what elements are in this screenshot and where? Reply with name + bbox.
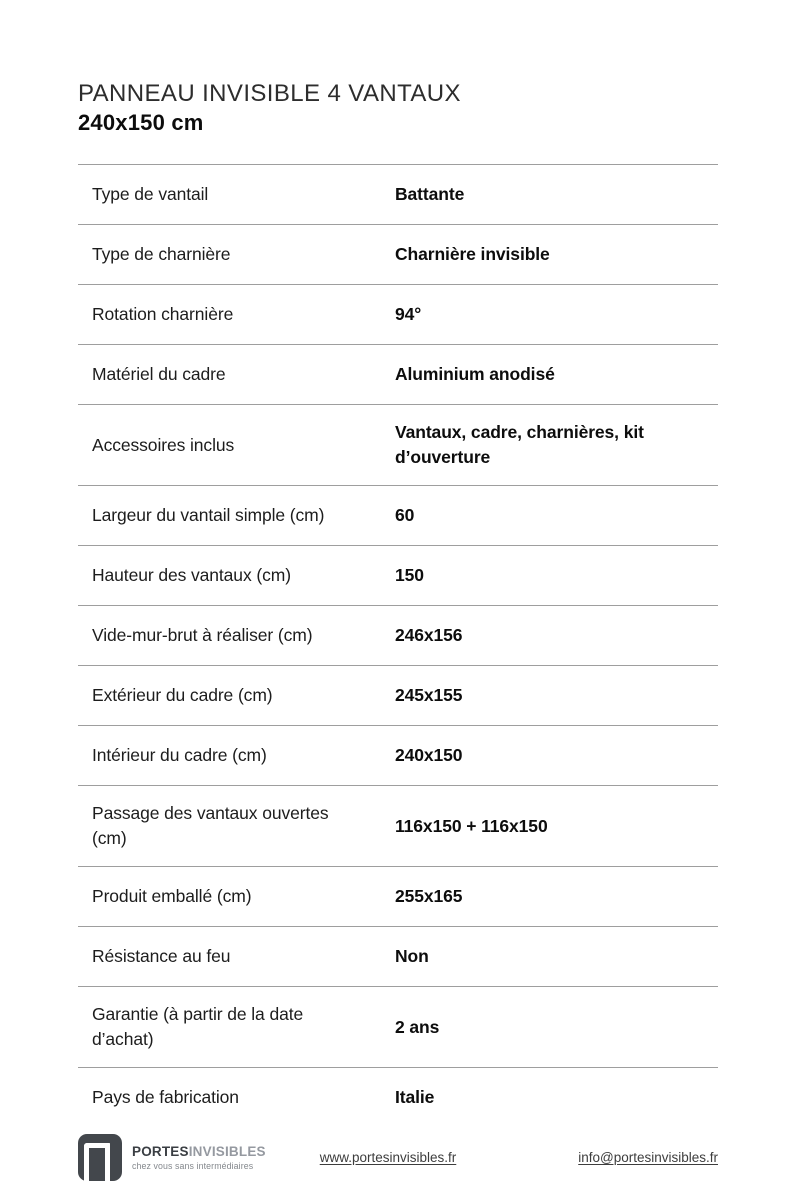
spec-row-exterieur: Extérieur du cadre (cm) 245x155 bbox=[78, 665, 718, 725]
brand-tagline: chez vous sans intermédiaires bbox=[132, 1161, 254, 1171]
spec-label: Extérieur du cadre (cm) bbox=[92, 685, 273, 705]
spec-value: 150 bbox=[395, 565, 424, 585]
spec-row-resistance-feu: Résistance au feu Non bbox=[78, 926, 718, 986]
page-footer: PORTESINVISIBLES chez vous sans interméd… bbox=[78, 1134, 718, 1181]
spec-row-accessoires: Accessoires inclus Vantaux, cadre, charn… bbox=[78, 404, 718, 485]
spec-value: Charnière invisible bbox=[395, 244, 550, 264]
door-frame-shape bbox=[84, 1143, 110, 1181]
email-link-cell: info@portesinvisibles.fr bbox=[498, 1149, 718, 1167]
spec-label: Matériel du cadre bbox=[92, 364, 226, 384]
page-title: PANNEAU INVISIBLE 4 VANTAUX bbox=[78, 80, 461, 107]
spec-value: 246x156 bbox=[395, 625, 463, 645]
spec-value: Non bbox=[395, 946, 429, 966]
spec-label: Rotation charnière bbox=[92, 304, 234, 324]
brand-text: PORTESINVISIBLES chez vous sans interméd… bbox=[132, 1144, 266, 1171]
spec-label: Hauteur des vantaux (cm) bbox=[92, 565, 291, 585]
spec-value: 2 ans bbox=[395, 1016, 440, 1037]
spec-row-interieur: Intérieur du cadre (cm) 240x150 bbox=[78, 725, 718, 785]
website-link[interactable]: www.portesinvisibles.fr bbox=[319, 1149, 457, 1165]
brand-logo: PORTESINVISIBLES chez vous sans interméd… bbox=[78, 1134, 278, 1181]
spec-label: Produit emballé (cm) bbox=[92, 886, 252, 906]
spec-label: Accessoires inclus bbox=[92, 434, 235, 455]
spec-value: 255x165 bbox=[395, 886, 463, 906]
spec-label: Intérieur du cadre (cm) bbox=[92, 745, 267, 765]
spec-row-pays: Pays de fabrication Italie bbox=[78, 1067, 718, 1127]
brand-name: PORTESINVISIBLES bbox=[132, 1144, 266, 1159]
spec-row-largeur: Largeur du vantail simple (cm) 60 bbox=[78, 485, 718, 545]
spec-label: Largeur du vantail simple (cm) bbox=[92, 505, 325, 525]
spec-value: 116x150 + 116x150 bbox=[395, 815, 548, 836]
spec-value: 60 bbox=[395, 505, 415, 525]
page-header: PANNEAU INVISIBLE 4 VANTAUX 240x150 cm bbox=[78, 0, 718, 136]
spec-row-hauteur: Hauteur des vantaux (cm) 150 bbox=[78, 545, 718, 605]
spec-value: 245x155 bbox=[395, 685, 463, 705]
spec-table: Type de vantail Battante Type de charniè… bbox=[78, 164, 718, 1127]
spec-value: Aluminium anodisé bbox=[395, 364, 555, 384]
spec-value: 94° bbox=[395, 304, 422, 324]
spec-value: Battante bbox=[395, 184, 465, 204]
spec-row-emballe: Produit emballé (cm) 255x165 bbox=[78, 866, 718, 926]
spec-value: Italie bbox=[395, 1087, 435, 1107]
spec-row-type-vantail: Type de vantail Battante bbox=[78, 164, 718, 224]
spec-label: Type de vantail bbox=[92, 184, 209, 204]
spec-label: Passage des vantaux ouvertes (cm) bbox=[92, 803, 329, 848]
spec-label: Vide-mur-brut à réaliser (cm) bbox=[92, 625, 313, 645]
spec-label: Garantie (à partir de la date d’achat) bbox=[92, 1004, 304, 1049]
brand-name-bold: PORTES bbox=[132, 1144, 189, 1159]
door-logo-icon bbox=[78, 1134, 122, 1181]
email-link[interactable]: info@portesinvisibles.fr bbox=[578, 1149, 718, 1165]
spec-value: 240x150 bbox=[395, 745, 463, 765]
spec-label: Type de charnière bbox=[92, 244, 231, 264]
brand-name-light: INVISIBLES bbox=[188, 1144, 266, 1159]
spec-row-rotation: Rotation charnière 94° bbox=[78, 284, 718, 344]
spec-label: Pays de fabrication bbox=[92, 1087, 239, 1107]
spec-label: Résistance au feu bbox=[92, 946, 231, 966]
spec-row-passage: Passage des vantaux ouvertes (cm) 116x15… bbox=[78, 785, 718, 866]
spec-row-type-charniere: Type de charnière Charnière invisible bbox=[78, 224, 718, 284]
spec-row-materiel: Matériel du cadre Aluminium anodisé bbox=[78, 344, 718, 404]
spec-row-garantie: Garantie (à partir de la date d’achat) 2… bbox=[78, 986, 718, 1067]
spec-value: Vantaux, cadre, charnières, kit d’ouvert… bbox=[395, 422, 644, 467]
website-link-cell: www.portesinvisibles.fr bbox=[278, 1149, 498, 1167]
spec-row-vide-mur: Vide-mur-brut à réaliser (cm) 246x156 bbox=[78, 605, 718, 665]
page-subtitle: 240x150 cm bbox=[78, 110, 204, 135]
spec-sheet-page: PANNEAU INVISIBLE 4 VANTAUX 240x150 cm T… bbox=[78, 0, 718, 1127]
